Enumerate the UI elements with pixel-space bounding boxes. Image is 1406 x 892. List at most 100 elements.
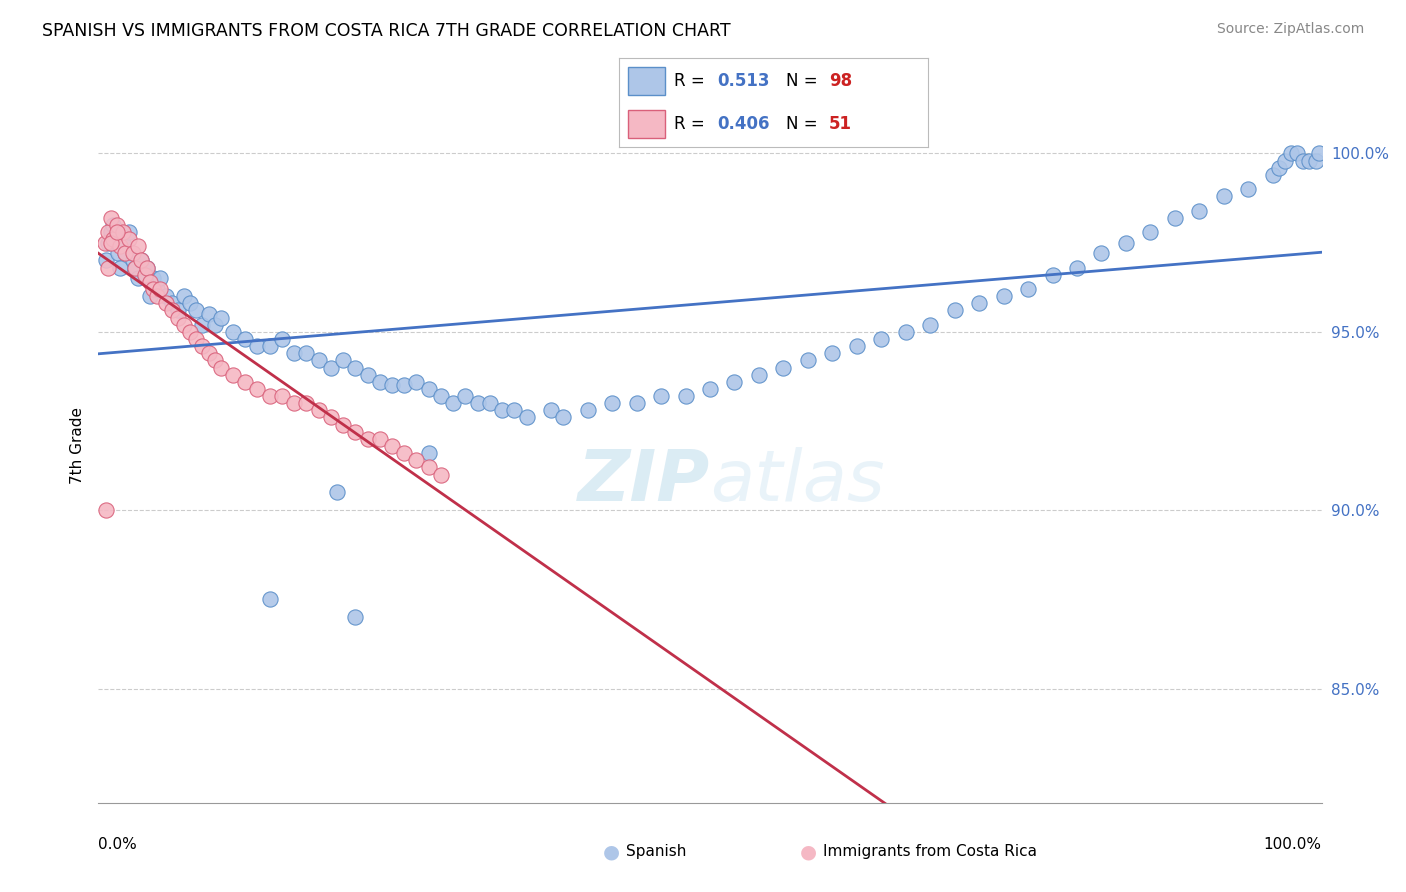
Point <box>319 360 342 375</box>
Point <box>308 403 330 417</box>
Point <box>920 318 942 332</box>
Point <box>993 289 1015 303</box>
Point <box>332 417 354 432</box>
Point <box>381 439 404 453</box>
Point <box>478 396 501 410</box>
Point <box>100 211 122 225</box>
Text: 0.406: 0.406 <box>717 115 770 133</box>
Point <box>326 485 349 500</box>
Text: ZIP: ZIP <box>578 447 710 516</box>
Point <box>356 368 378 382</box>
Point <box>392 446 416 460</box>
Text: R =: R = <box>675 115 710 133</box>
Point <box>127 271 149 285</box>
Point <box>136 260 159 275</box>
Point <box>246 339 269 353</box>
Point <box>356 432 378 446</box>
Point <box>1042 268 1064 282</box>
Point <box>405 453 427 467</box>
Point <box>1261 168 1284 182</box>
Point <box>295 396 318 410</box>
Point <box>748 368 770 382</box>
Text: 100.0%: 100.0% <box>1264 837 1322 852</box>
Text: Source: ZipAtlas.com: Source: ZipAtlas.com <box>1216 22 1364 37</box>
Point <box>344 360 367 375</box>
Point <box>1305 153 1327 168</box>
Text: N =: N = <box>786 115 823 133</box>
Point <box>368 432 391 446</box>
Point <box>111 225 134 239</box>
Text: ●: ● <box>603 842 620 862</box>
Point <box>1268 161 1291 175</box>
Text: 51: 51 <box>830 115 852 133</box>
Point <box>515 410 537 425</box>
Point <box>894 325 917 339</box>
Point <box>1308 146 1330 161</box>
Point <box>93 235 115 250</box>
Point <box>149 271 172 285</box>
Text: 0.513: 0.513 <box>717 72 770 90</box>
Point <box>134 268 156 282</box>
Point <box>94 503 117 517</box>
Point <box>124 260 146 275</box>
Point <box>107 246 129 260</box>
Point <box>222 368 245 382</box>
Point <box>1188 203 1211 218</box>
Point <box>105 218 128 232</box>
Point <box>186 303 208 318</box>
Point <box>650 389 672 403</box>
Point <box>101 232 124 246</box>
Text: R =: R = <box>675 72 710 90</box>
Point <box>124 260 146 275</box>
Text: Spanish: Spanish <box>626 845 686 859</box>
Point <box>209 360 232 375</box>
Point <box>381 378 404 392</box>
Point <box>97 235 120 250</box>
Point <box>626 396 648 410</box>
Text: 98: 98 <box>830 72 852 90</box>
Point <box>139 275 162 289</box>
Point <box>129 253 152 268</box>
Point <box>1017 282 1039 296</box>
Point <box>191 339 214 353</box>
Point <box>1292 153 1315 168</box>
Point <box>553 410 575 425</box>
Point <box>675 389 697 403</box>
Point <box>114 246 136 260</box>
Point <box>110 239 132 253</box>
Y-axis label: 7th Grade: 7th Grade <box>69 408 84 484</box>
Point <box>129 253 152 268</box>
Point <box>270 332 294 346</box>
Point <box>870 332 893 346</box>
Point <box>149 282 172 296</box>
Point <box>454 389 477 403</box>
Point <box>467 396 489 410</box>
Point <box>209 310 232 325</box>
Point <box>142 282 165 296</box>
Point <box>600 396 623 410</box>
Point <box>233 375 256 389</box>
Point <box>146 282 169 296</box>
Point <box>441 396 464 410</box>
Point <box>100 225 122 239</box>
Point <box>1115 235 1137 250</box>
Point <box>167 310 190 325</box>
Point <box>1298 153 1320 168</box>
Point <box>186 332 208 346</box>
Point <box>197 307 219 321</box>
Point <box>491 403 513 417</box>
Point <box>259 592 281 607</box>
Point <box>308 353 330 368</box>
Point <box>160 296 183 310</box>
Point <box>967 296 990 310</box>
Point <box>1237 182 1260 196</box>
Point <box>1286 146 1309 161</box>
Point <box>430 467 453 482</box>
Point <box>1274 153 1296 168</box>
Point <box>134 268 156 282</box>
Point <box>155 289 177 303</box>
Point <box>1139 225 1161 239</box>
Point <box>101 218 124 232</box>
Point <box>295 346 318 360</box>
Point <box>173 289 195 303</box>
